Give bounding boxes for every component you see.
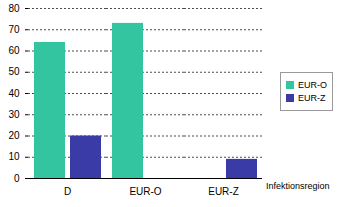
- svg-text:40: 40: [8, 88, 20, 99]
- svg-text:70: 70: [8, 24, 20, 35]
- svg-text:0: 0: [14, 173, 20, 184]
- svg-text:EUR-Z: EUR-Z: [208, 186, 239, 197]
- svg-text:80: 80: [8, 3, 20, 14]
- svg-text:30: 30: [8, 109, 20, 120]
- svg-text:EUR-O: EUR-O: [129, 186, 161, 197]
- svg-text:10: 10: [8, 151, 20, 162]
- svg-text:50: 50: [8, 66, 20, 77]
- svg-text:20: 20: [8, 130, 20, 141]
- html-text:Infektionsregion: Infektionsregion: [266, 181, 330, 191]
- svg-text:60: 60: [8, 45, 20, 56]
- html-text:EUR-Z: EUR-Z: [298, 93, 326, 103]
- html-text:EUR-O: EUR-O: [298, 80, 327, 90]
- svg-text:D: D: [64, 186, 71, 197]
